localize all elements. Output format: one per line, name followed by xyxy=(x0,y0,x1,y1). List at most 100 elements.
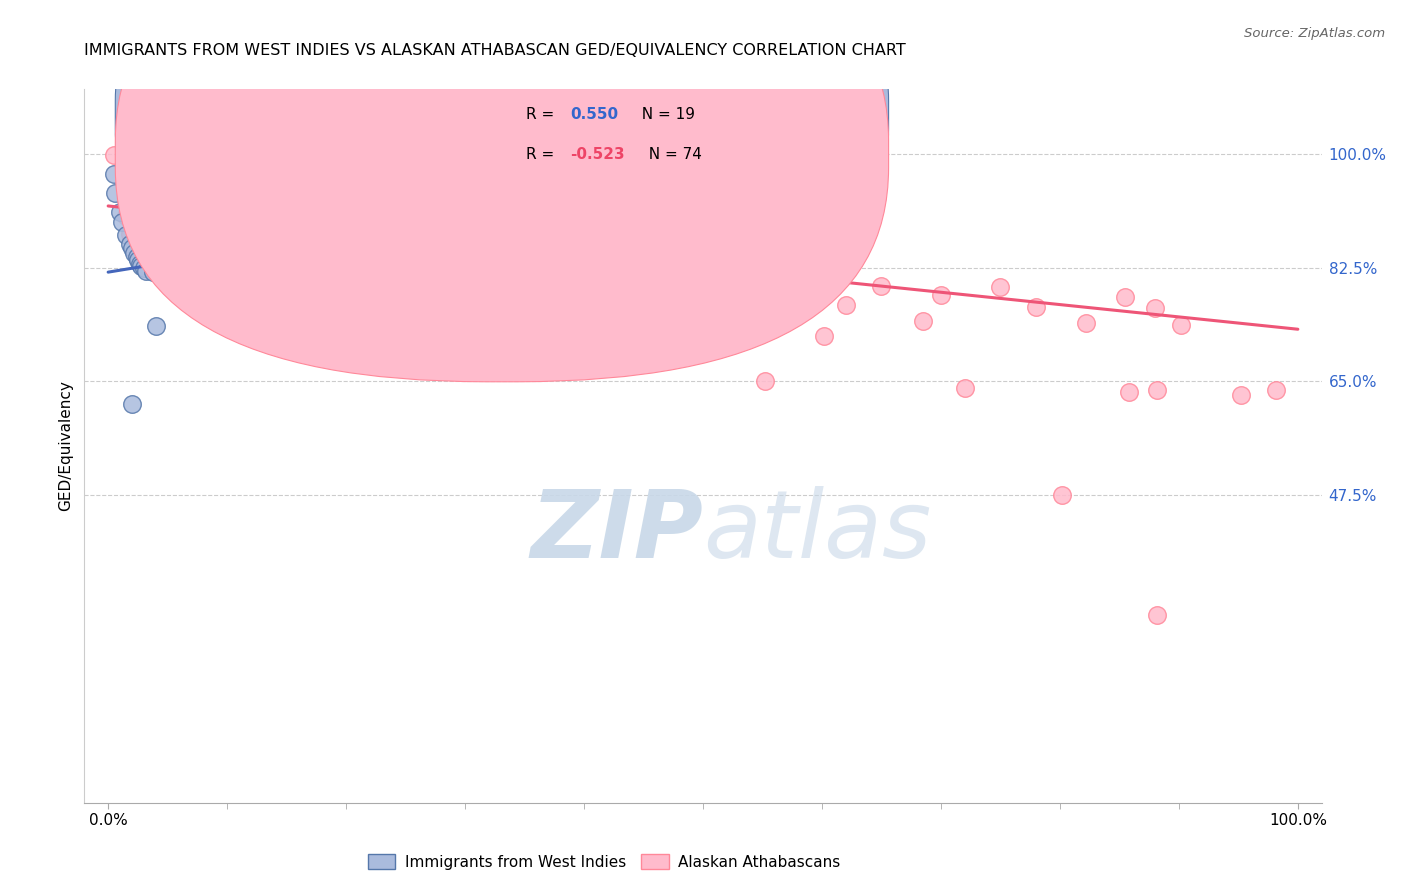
Point xyxy=(121,241,143,255)
Point xyxy=(787,286,810,301)
Point xyxy=(596,285,619,299)
Point xyxy=(155,205,177,219)
Point xyxy=(1229,388,1251,402)
Point xyxy=(396,228,419,243)
Point xyxy=(121,211,143,226)
Point xyxy=(270,273,292,287)
Point xyxy=(118,236,141,251)
Point xyxy=(145,260,167,275)
Point xyxy=(1025,300,1047,314)
Point xyxy=(287,235,309,249)
Text: atlas: atlas xyxy=(703,486,931,577)
Point xyxy=(103,167,125,181)
FancyBboxPatch shape xyxy=(474,93,770,175)
Point xyxy=(104,186,127,200)
Point xyxy=(990,280,1012,294)
Point xyxy=(162,185,184,199)
Point xyxy=(103,148,125,162)
Point xyxy=(575,324,598,338)
Point xyxy=(198,254,221,268)
Point xyxy=(180,262,202,277)
Point xyxy=(135,264,157,278)
Point xyxy=(124,245,146,260)
Point xyxy=(478,259,501,273)
Point xyxy=(111,215,134,229)
Point xyxy=(870,278,893,293)
Point xyxy=(1170,318,1192,332)
Point xyxy=(145,148,167,162)
Point xyxy=(242,319,264,334)
FancyBboxPatch shape xyxy=(115,0,889,343)
Text: 0.550: 0.550 xyxy=(571,107,619,122)
Point xyxy=(912,314,935,328)
Point xyxy=(394,247,416,261)
Text: ZIP: ZIP xyxy=(530,485,703,578)
Point xyxy=(169,225,191,239)
Point xyxy=(430,148,453,162)
Point xyxy=(193,176,215,190)
Point xyxy=(1265,383,1288,397)
Text: R =: R = xyxy=(526,146,560,161)
Point xyxy=(127,196,149,211)
Text: R =: R = xyxy=(526,107,560,122)
Point xyxy=(239,245,262,260)
Text: N = 19: N = 19 xyxy=(633,107,696,122)
Text: -0.523: -0.523 xyxy=(571,146,626,161)
Point xyxy=(121,397,143,411)
Point xyxy=(513,267,536,281)
Point xyxy=(1074,316,1097,330)
Point xyxy=(142,265,165,279)
Point xyxy=(115,209,138,223)
Point xyxy=(169,252,191,267)
Point xyxy=(139,235,162,249)
Point xyxy=(953,381,976,395)
Point xyxy=(139,219,162,234)
Point xyxy=(427,224,450,238)
Point xyxy=(127,214,149,228)
Point xyxy=(929,288,952,302)
Point xyxy=(813,328,835,343)
Point xyxy=(1146,607,1168,622)
Point xyxy=(207,265,229,279)
Text: N = 74: N = 74 xyxy=(638,146,702,161)
Point xyxy=(835,298,858,312)
Point xyxy=(118,227,141,241)
Point xyxy=(115,228,138,243)
Point xyxy=(131,259,153,273)
Point xyxy=(218,305,240,319)
Point xyxy=(129,257,152,271)
Point xyxy=(555,275,578,289)
Point xyxy=(169,174,191,188)
Point xyxy=(125,250,148,264)
Point xyxy=(183,281,205,295)
Point xyxy=(668,296,690,310)
Point xyxy=(1114,290,1136,304)
Point xyxy=(156,222,179,236)
Point xyxy=(1118,385,1140,400)
Point xyxy=(718,310,741,325)
FancyBboxPatch shape xyxy=(115,0,889,382)
Point xyxy=(194,291,217,305)
Point xyxy=(311,257,333,271)
Point xyxy=(150,244,173,259)
Text: IMMIGRANTS FROM WEST INDIES VS ALASKAN ATHABASCAN GED/EQUIVALENCY CORRELATION CH: IMMIGRANTS FROM WEST INDIES VS ALASKAN A… xyxy=(84,43,905,58)
Point xyxy=(132,217,155,231)
Point xyxy=(754,374,776,388)
Point xyxy=(1144,301,1167,316)
Point xyxy=(127,253,149,268)
Point xyxy=(132,260,155,275)
Point xyxy=(115,193,138,207)
Legend: Immigrants from West Indies, Alaskan Athabascans: Immigrants from West Indies, Alaskan Ath… xyxy=(360,846,848,877)
Point xyxy=(142,181,165,195)
Point xyxy=(692,277,714,291)
Point xyxy=(516,307,538,321)
Point xyxy=(1052,488,1074,502)
Point xyxy=(127,231,149,245)
Point xyxy=(145,318,167,333)
Point xyxy=(361,283,384,297)
Point xyxy=(758,268,780,283)
Point xyxy=(127,238,149,252)
Point xyxy=(132,241,155,255)
Point xyxy=(139,202,162,217)
Y-axis label: GED/Equivalency: GED/Equivalency xyxy=(58,381,73,511)
